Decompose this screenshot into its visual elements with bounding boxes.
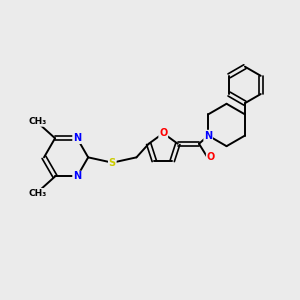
Text: CH₃: CH₃ — [28, 117, 46, 126]
Text: CH₃: CH₃ — [28, 189, 46, 198]
Text: O: O — [159, 128, 167, 138]
Text: O: O — [207, 152, 215, 162]
Text: S: S — [109, 158, 116, 168]
Text: N: N — [73, 172, 81, 182]
Text: N: N — [73, 133, 81, 143]
Text: N: N — [204, 130, 212, 141]
